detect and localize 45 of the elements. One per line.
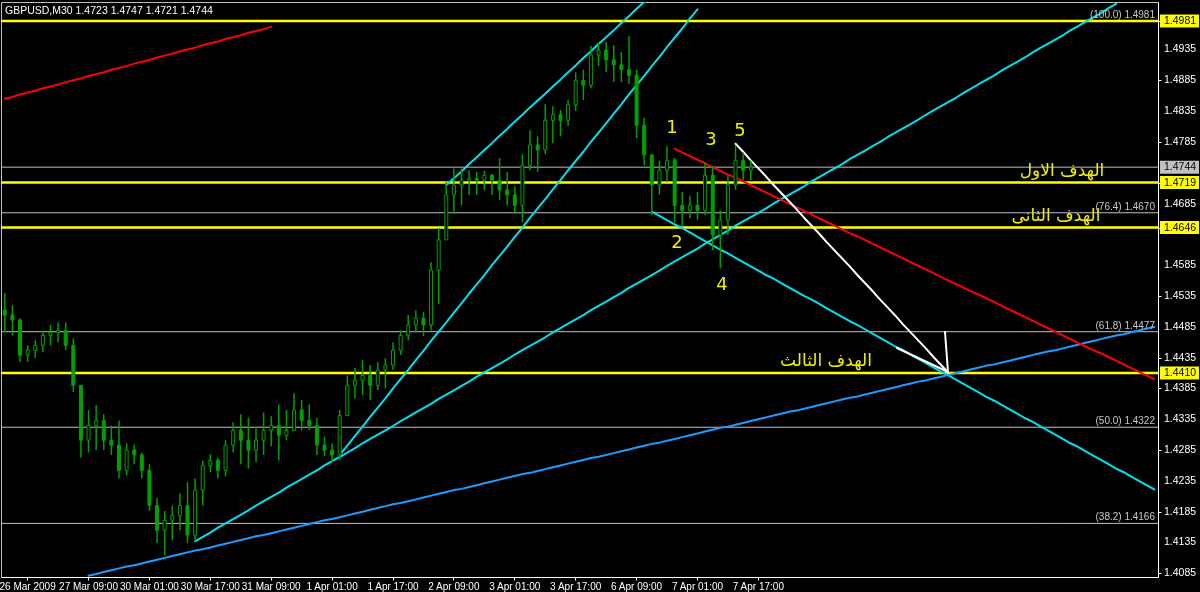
y-tick-label: 1.4135 [1164,535,1197,548]
y-tick-label: 1.4435 [1164,350,1197,363]
y-tick-label: 1.4185 [1164,504,1197,517]
x-tick-label: 1 Apr 17:00 [367,580,420,592]
ref-line-label: (50.0) 1.4322 [1095,415,1156,427]
x-tick-label: 31 Mar 09:00 [241,580,302,592]
annotation: 1 [666,116,678,137]
y-tick-label: 1.4885 [1164,73,1197,86]
y-tick-label: 1.4835 [1164,104,1197,117]
x-tick-label: 30 Mar 17:00 [180,580,241,592]
ref-line-label: (38.2) 1.4166 [1095,511,1156,523]
x-tick-label: 3 Apr 17:00 [550,580,602,592]
annotation: 3 [705,128,717,149]
y-tick-label: 1.4646 [1164,220,1197,233]
annotation: 2 [671,231,683,252]
annotation: الهدف الاول [1019,159,1105,181]
y-tick-label: 1.4744 [1164,160,1197,173]
y-tick-label: 1.4335 [1164,412,1197,425]
x-tick-label: 7 Apr 17:00 [732,580,785,592]
y-tick-label: 1.4785 [1164,134,1197,147]
x-tick-label: 6 Apr 09:00 [611,580,663,592]
y-tick-label: 1.4085 [1164,566,1197,579]
y-tick-label: 1.4685 [1164,196,1197,209]
annotation: 4 [716,273,728,294]
y-tick-label: 1.4981 [1164,14,1197,27]
y-tick-label: 1.4719 [1164,175,1197,188]
annotation: الهدف الثالث [780,350,872,372]
annotation: 5 [734,119,746,140]
y-tick-label: 1.4935 [1164,42,1197,55]
y-tick-label: 1.4535 [1164,288,1197,301]
x-tick-label: 30 Mar 01:00 [119,580,180,592]
x-tick-label: 7 Apr 01:00 [671,580,724,592]
x-tick-label: 26 Mar 2009 [0,580,57,592]
x-tick-label: 27 Mar 09:00 [59,580,119,592]
ref-line-label: (61.8) 1.4477 [1095,319,1156,331]
x-tick-label: 2 Apr 09:00 [428,580,480,592]
y-tick-label: 1.4285 [1164,443,1197,456]
x-tick-label: 1 Apr 01:00 [306,580,359,592]
x-tick-label: 3 Apr 01:00 [489,580,541,592]
y-tick-label: 1.4385 [1164,381,1197,394]
y-tick-label: 1.4235 [1164,473,1197,486]
y-tick-label: 1.4410 [1164,366,1197,379]
chart-title: GBPUSD,M30 1.4723 1.4747 1.4721 1.4744 [5,4,213,16]
y-tick-label: 1.4485 [1164,319,1197,332]
y-tick-label: 1.4585 [1164,258,1197,271]
